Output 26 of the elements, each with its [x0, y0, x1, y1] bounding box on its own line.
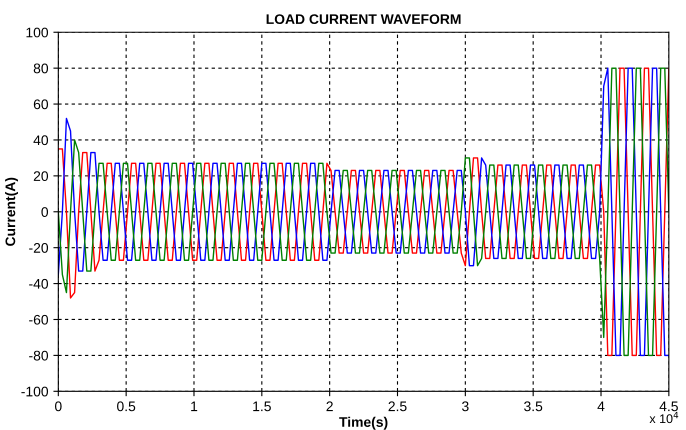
y-tick-label: 60	[34, 99, 48, 110]
chart-title: LOAD CURRENT WAVEFORM	[266, 14, 461, 24]
x-tick-label: 0.5	[117, 401, 136, 412]
x-tick-label: 1.5	[253, 402, 271, 412]
y-tick-label: -100	[21, 386, 48, 396]
y-tick-label: 20	[34, 171, 48, 182]
line-series	[58, 67, 669, 356]
y-tick-label: 80	[34, 63, 48, 74]
y-tick-label: -60	[29, 314, 48, 325]
y-tick-label: -20	[29, 243, 48, 253]
x-tick-label: 1	[191, 402, 198, 412]
y-axis-title: Current(A)	[5, 178, 18, 246]
y-tick-label: 40	[33, 135, 48, 146]
x-tick-label: 4.5	[660, 402, 678, 412]
x-tick-label: 3.5	[524, 401, 542, 412]
x-tick-label: 3	[462, 401, 469, 412]
x-tick-label: 2	[326, 401, 333, 412]
x-tick-label: 0	[54, 401, 62, 412]
x-tick-label: 2.5	[388, 401, 407, 412]
x-axis-title: Time(s)	[339, 416, 388, 430]
y-tick-label: 0	[41, 207, 48, 217]
text: x 10$^{4}$	[650, 412, 678, 424]
y-tick-label: -40	[29, 278, 48, 289]
x-tick-label: 4	[597, 402, 604, 412]
y-tick-label: -80	[29, 350, 48, 361]
y-tick-label: 100	[26, 28, 48, 38]
